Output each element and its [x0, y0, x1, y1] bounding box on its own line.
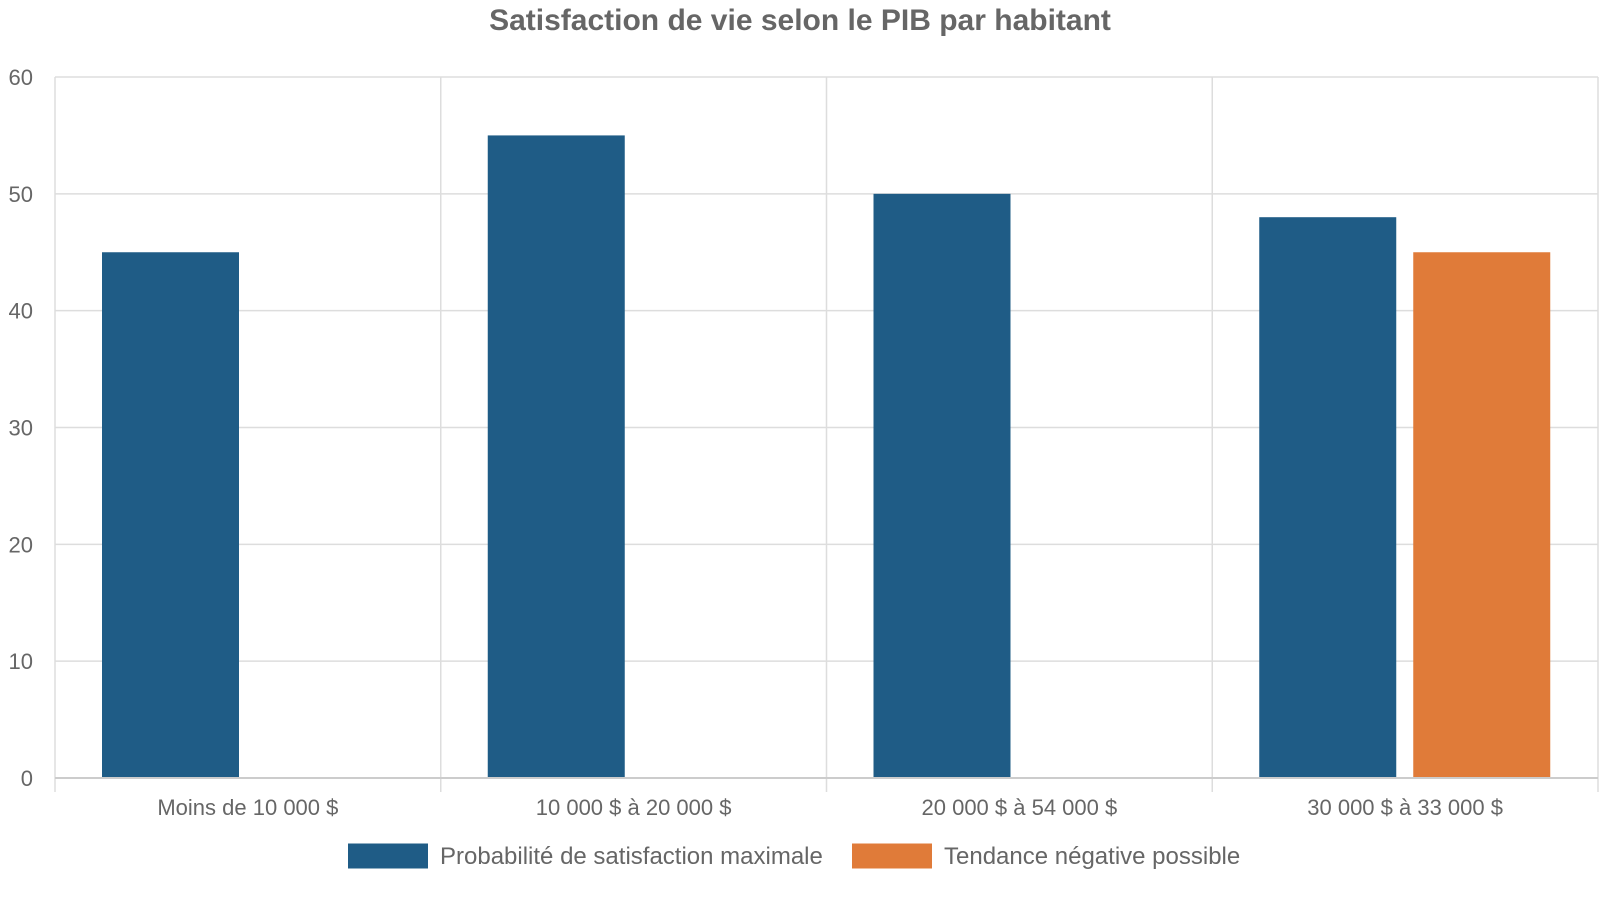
- y-axis-ticks: 0 10 20 30 40 50 60: [9, 65, 33, 791]
- legend: Probabilité de satisfaction maximale Tend…: [348, 843, 1240, 870]
- y-tick-label: 20: [9, 532, 33, 557]
- y-tick-label: 40: [9, 299, 33, 324]
- bars: [102, 135, 1551, 779]
- y-tick-label: 10: [9, 649, 33, 674]
- x-tick-label: 30 000 $ à 33 000 $: [1307, 795, 1503, 820]
- chart-title: Satisfaction de vie selon le PIB par hab…: [489, 4, 1111, 37]
- legend-swatch: [348, 843, 428, 869]
- bar: [873, 193, 1011, 779]
- x-tick-label: 10 000 $ à 20 000 $: [536, 795, 732, 820]
- bar: [1259, 217, 1397, 778]
- y-tick-label: 0: [21, 766, 33, 791]
- x-tick-label: Moins de 10 000 $: [157, 795, 338, 820]
- x-axis-ticks: Moins de 10 000 $ 10 000 $ à 20 000 $ 20 0…: [157, 795, 1503, 820]
- legend-label: Probabilité de satisfaction maximale: [440, 843, 823, 870]
- y-tick-label: 30: [9, 416, 33, 441]
- y-tick-label: 60: [9, 65, 33, 90]
- legend-swatch: [852, 843, 932, 869]
- grid-lines: [54, 76, 1599, 792]
- bar: [102, 252, 239, 778]
- x-tick-label: 20 000 $ à 54 000 $: [922, 795, 1118, 820]
- bar: [1413, 252, 1551, 778]
- y-tick-label: 50: [9, 182, 33, 207]
- legend-label: Tendance négative possible: [944, 843, 1240, 870]
- bar: [487, 135, 625, 778]
